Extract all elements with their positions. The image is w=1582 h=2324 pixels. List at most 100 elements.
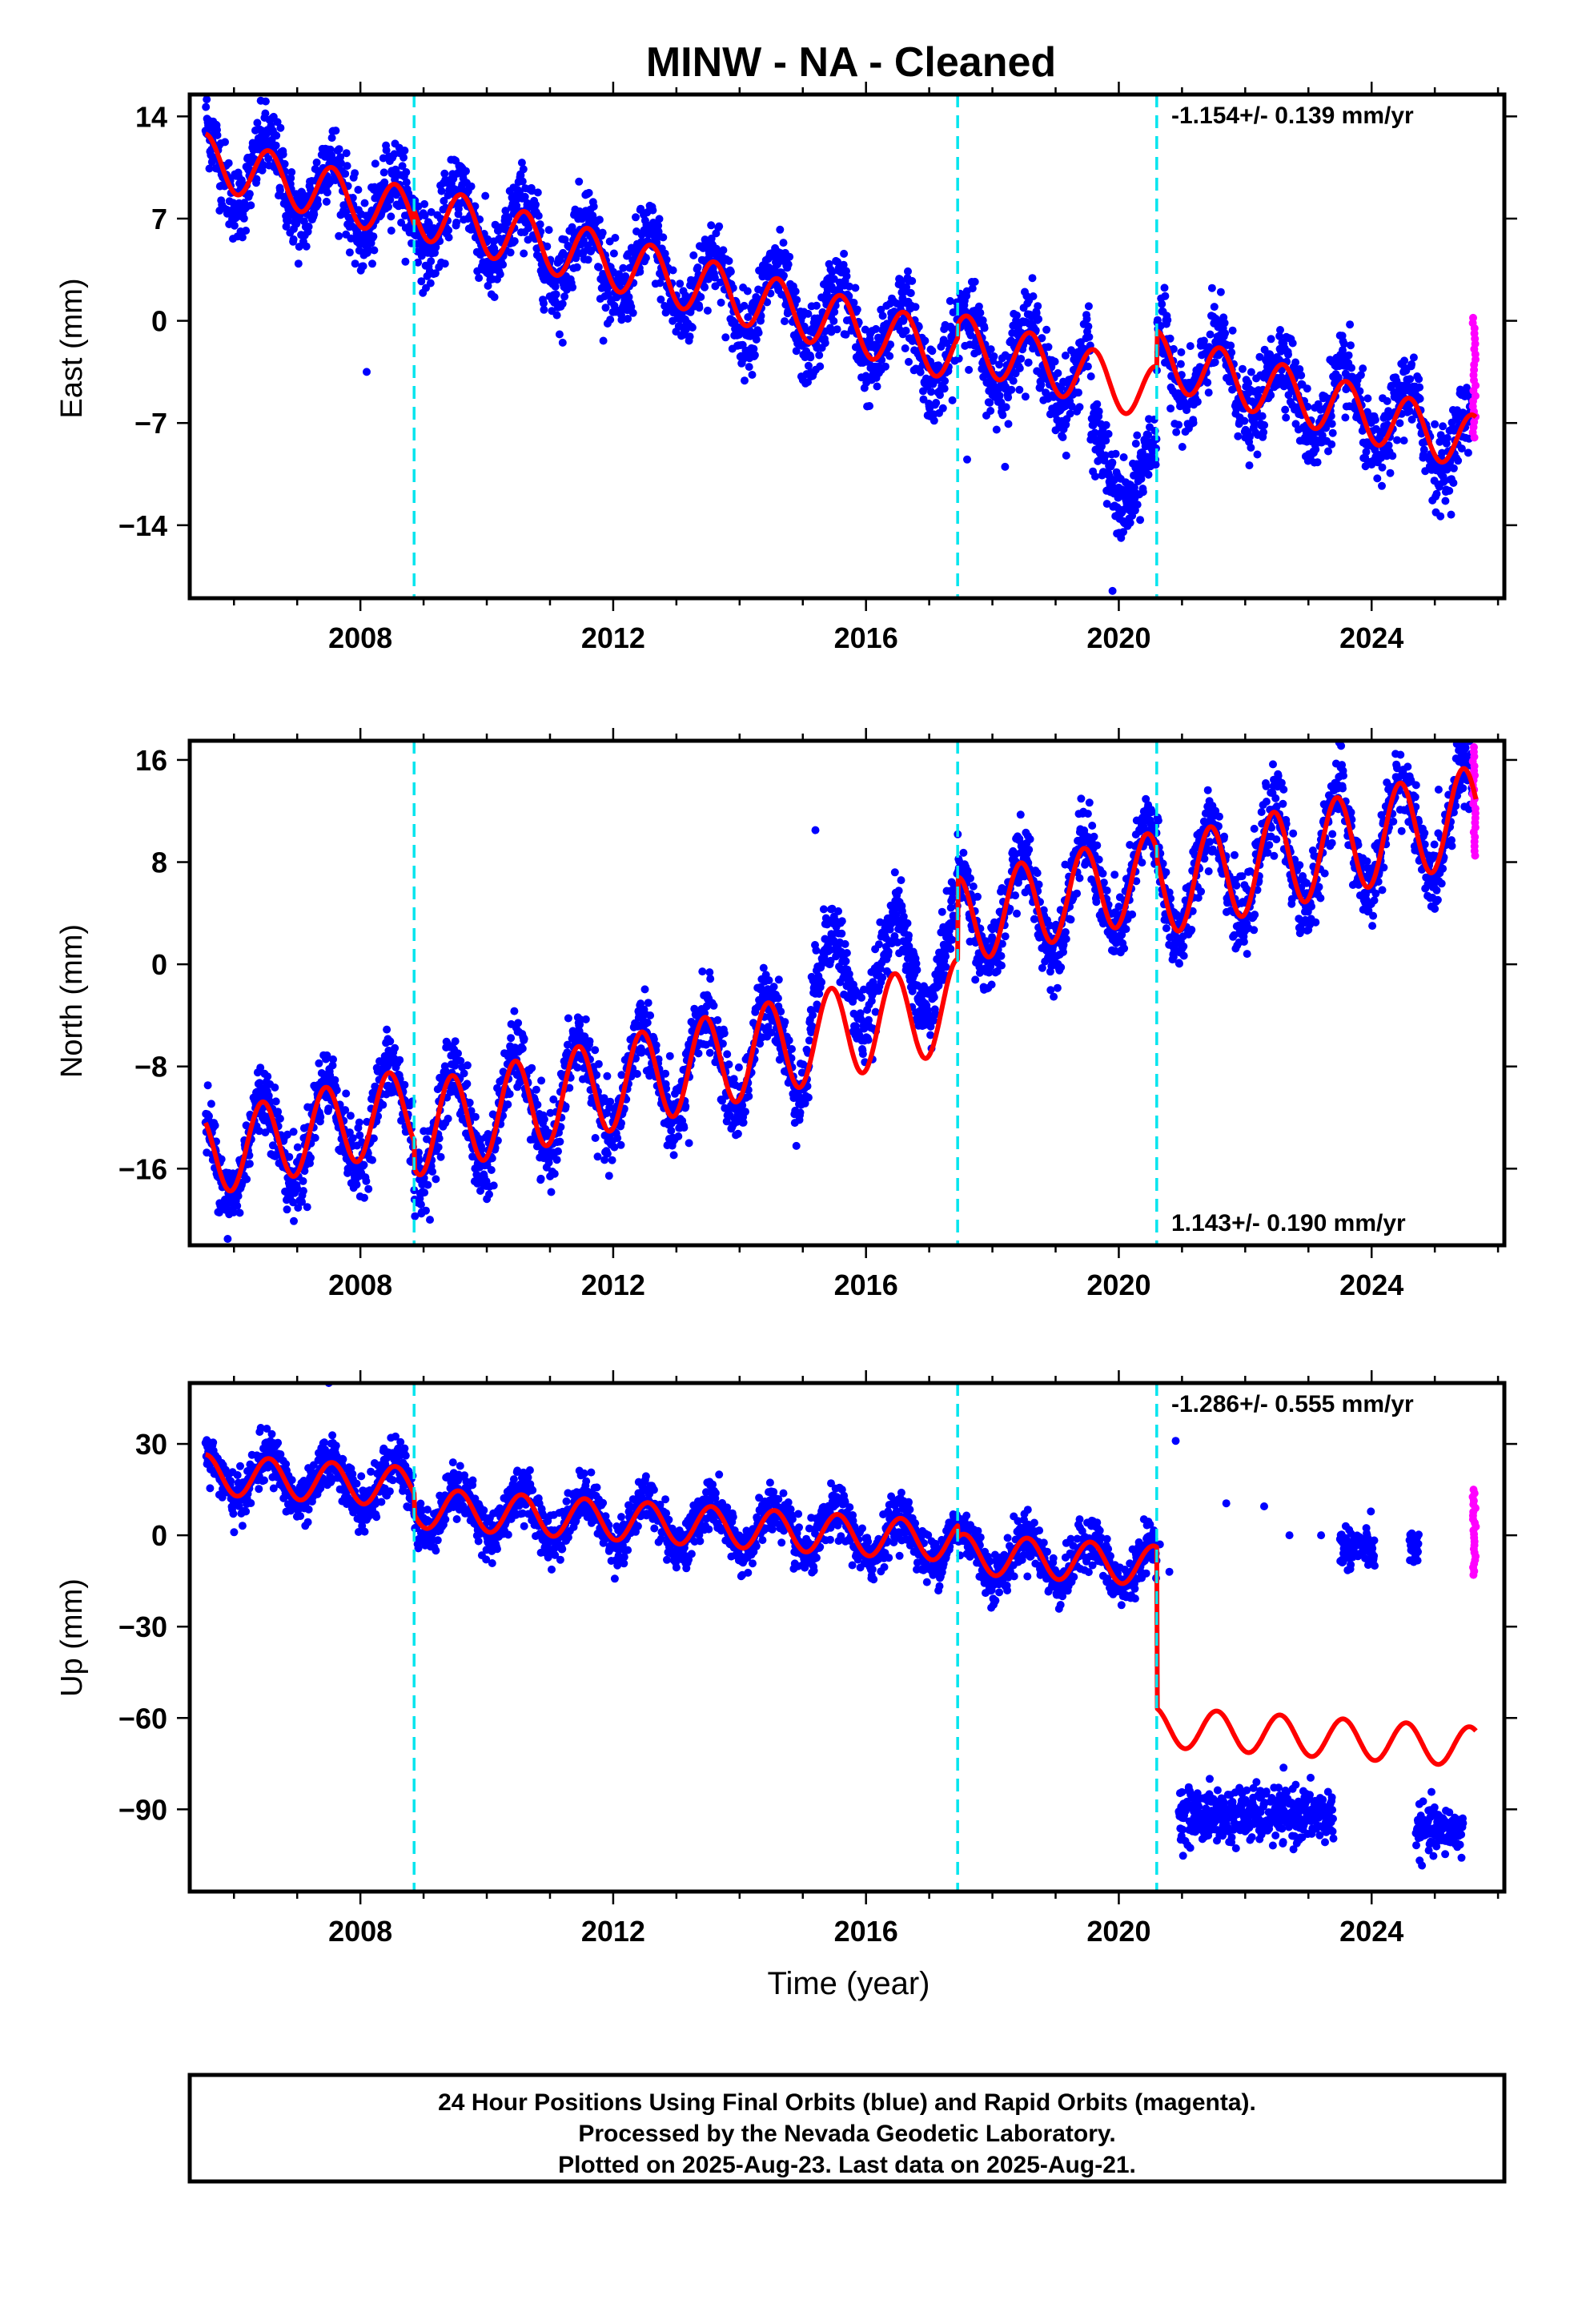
east-final-orbit-point xyxy=(821,339,829,348)
east-final-orbit-point xyxy=(580,247,588,256)
east-x-tick-label: 2024 xyxy=(1339,621,1403,654)
north-final-orbit-point xyxy=(293,1143,302,1152)
east-final-orbit-point xyxy=(963,455,971,464)
east-final-orbit-point xyxy=(213,131,222,139)
east-final-orbit-point xyxy=(849,299,858,307)
east-final-orbit-point xyxy=(1193,397,1202,406)
east-final-orbit-point xyxy=(1436,512,1445,521)
north-final-orbit-point xyxy=(765,976,773,985)
north-final-orbit-point xyxy=(386,1037,395,1046)
east-final-orbit-point xyxy=(1415,375,1423,384)
north-final-orbit-point xyxy=(245,1160,254,1168)
north-final-orbit-point xyxy=(362,1176,371,1185)
north-final-orbit-point xyxy=(585,1037,594,1046)
north-final-orbit-point xyxy=(532,1085,540,1094)
north-final-orbit-point xyxy=(303,1203,311,1212)
north-final-orbit-point xyxy=(733,1129,742,1138)
east-final-orbit-point xyxy=(599,336,608,345)
east-final-orbit-point xyxy=(743,287,752,296)
north-final-orbit-point xyxy=(667,1126,676,1135)
east-final-orbit-point xyxy=(1244,379,1253,388)
east-final-orbit-point xyxy=(1347,341,1355,350)
east-final-orbit-point xyxy=(504,214,513,223)
east-final-orbit-point xyxy=(1163,316,1172,324)
north-final-orbit-point xyxy=(514,1019,523,1027)
east-final-orbit-point xyxy=(484,235,492,243)
east-final-orbit-point xyxy=(1419,445,1428,454)
east-final-orbit-point xyxy=(659,233,668,242)
east-final-orbit-point xyxy=(462,167,470,175)
north-final-orbit-point xyxy=(680,1124,689,1132)
east-final-orbit-point xyxy=(1454,456,1463,465)
east-final-orbit-point xyxy=(259,161,267,170)
east-final-orbit-point xyxy=(654,221,663,230)
east-final-orbit-point xyxy=(648,206,657,215)
north-final-orbit-point xyxy=(734,1063,743,1072)
north-final-orbit-point xyxy=(243,1175,251,1184)
east-final-orbit-point xyxy=(1074,388,1082,397)
north-final-orbit-point xyxy=(773,994,782,1003)
east-final-orbit-point xyxy=(1341,413,1350,422)
east-final-orbit-point xyxy=(719,246,728,255)
east-final-orbit-point xyxy=(331,127,340,135)
east-final-orbit-point xyxy=(568,223,576,231)
east-final-orbit-point xyxy=(693,263,702,271)
east-final-orbit-point xyxy=(1210,303,1219,312)
north-final-orbit-point xyxy=(299,1187,307,1196)
east-final-orbit-point xyxy=(572,250,581,259)
north-final-orbit-point xyxy=(769,983,778,991)
east-final-orbit-point xyxy=(1176,360,1185,368)
north-final-orbit-point xyxy=(510,1007,519,1015)
north-final-orbit-point xyxy=(741,1108,749,1116)
east-final-orbit-point xyxy=(1282,413,1291,422)
north-final-orbit-point xyxy=(616,1140,625,1149)
east-final-orbit-point xyxy=(353,229,362,237)
north-final-orbit-point xyxy=(211,1121,219,1130)
north-final-orbit-point xyxy=(552,1156,561,1164)
east-y-tick-label: −14 xyxy=(118,509,167,542)
east-final-orbit-point xyxy=(417,251,426,260)
east-final-orbit-point xyxy=(247,201,255,210)
east-final-orbit-point xyxy=(424,219,433,227)
east-final-orbit-point xyxy=(1207,283,1216,292)
east-final-orbit-point xyxy=(1138,488,1147,497)
east-final-orbit-point xyxy=(524,224,532,232)
east-final-orbit-point xyxy=(1021,392,1030,401)
east-final-orbit-point xyxy=(1133,501,1142,509)
east-final-orbit-point xyxy=(387,212,396,221)
east-final-orbit-point xyxy=(816,362,825,371)
east-final-orbit-point xyxy=(327,134,336,143)
east-final-orbit-point xyxy=(379,168,388,177)
east-final-orbit-point xyxy=(655,215,664,223)
north-final-orbit-point xyxy=(311,1133,319,1142)
east-final-orbit-point xyxy=(1136,516,1145,525)
east-final-orbit-point xyxy=(1240,416,1249,425)
east-final-orbit-point xyxy=(532,200,540,209)
north-final-orbit-point xyxy=(307,1153,315,1162)
east-final-orbit-point xyxy=(1085,332,1094,341)
east-final-orbit-point xyxy=(560,235,569,244)
east-final-orbit-point xyxy=(370,246,379,255)
east-final-orbit-point xyxy=(1174,420,1183,429)
east-final-orbit-point xyxy=(717,298,725,307)
east-final-orbit-point xyxy=(927,388,935,396)
east-final-orbit-point xyxy=(1347,364,1355,372)
north-final-orbit-point xyxy=(352,1180,361,1189)
east-final-orbit-point xyxy=(1007,385,1016,394)
east-final-orbit-point xyxy=(595,215,604,224)
east-final-orbit-point xyxy=(1166,334,1174,343)
east-final-orbit-point xyxy=(636,204,645,213)
east-final-orbit-point xyxy=(1172,428,1181,436)
east-final-orbit-point xyxy=(354,186,363,194)
east-final-orbit-point xyxy=(1313,458,1322,467)
east-final-orbit-point xyxy=(304,223,313,231)
east-final-orbit-point xyxy=(1013,311,1021,320)
north-final-orbit-point xyxy=(520,1035,528,1043)
east-final-orbit-point xyxy=(998,411,1007,420)
east-final-orbit-point xyxy=(785,252,794,261)
east-final-orbit-point xyxy=(754,328,763,337)
north-final-orbit-point xyxy=(346,1112,355,1120)
north-final-orbit-point xyxy=(608,1156,616,1164)
east-final-orbit-point xyxy=(829,316,838,325)
east-final-orbit-point xyxy=(264,155,273,163)
